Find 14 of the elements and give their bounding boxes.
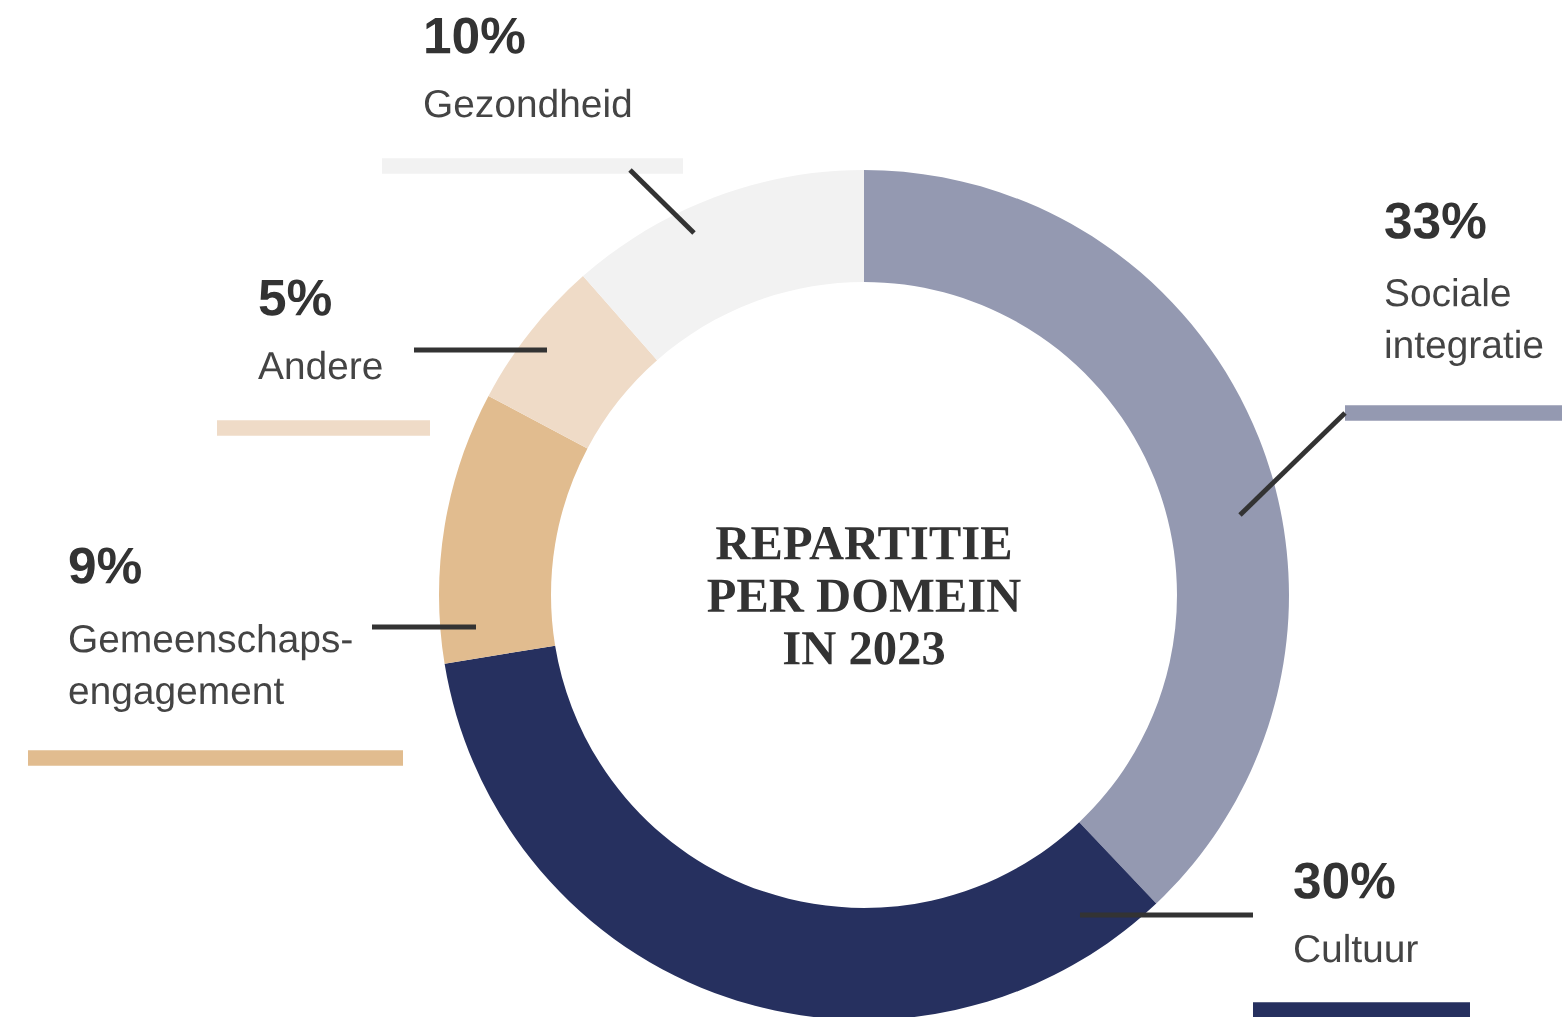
data-label: 10%: [426, 17, 525, 54]
data-label: 30%: [1294, 862, 1395, 899]
slice-label: Gemeenschaps- engagement: [69, 624, 352, 712]
slice-label: Sociale integratie: [1385, 278, 1543, 366]
donut-slice: [439, 395, 588, 664]
slice-label: Cultuur: [1294, 933, 1418, 963]
data-label: 33%: [1385, 202, 1486, 239]
donut-slice: [488, 276, 658, 449]
text: REPARTITIE PER DOMEIN IN 2023: [707, 527, 1021, 665]
slice-label: Andere: [258, 350, 382, 380]
data-label: 9%: [69, 547, 141, 584]
slice-label: Gezondheid: [424, 88, 631, 118]
donut-slice: [583, 170, 864, 361]
data-label: 5%: [259, 279, 331, 316]
